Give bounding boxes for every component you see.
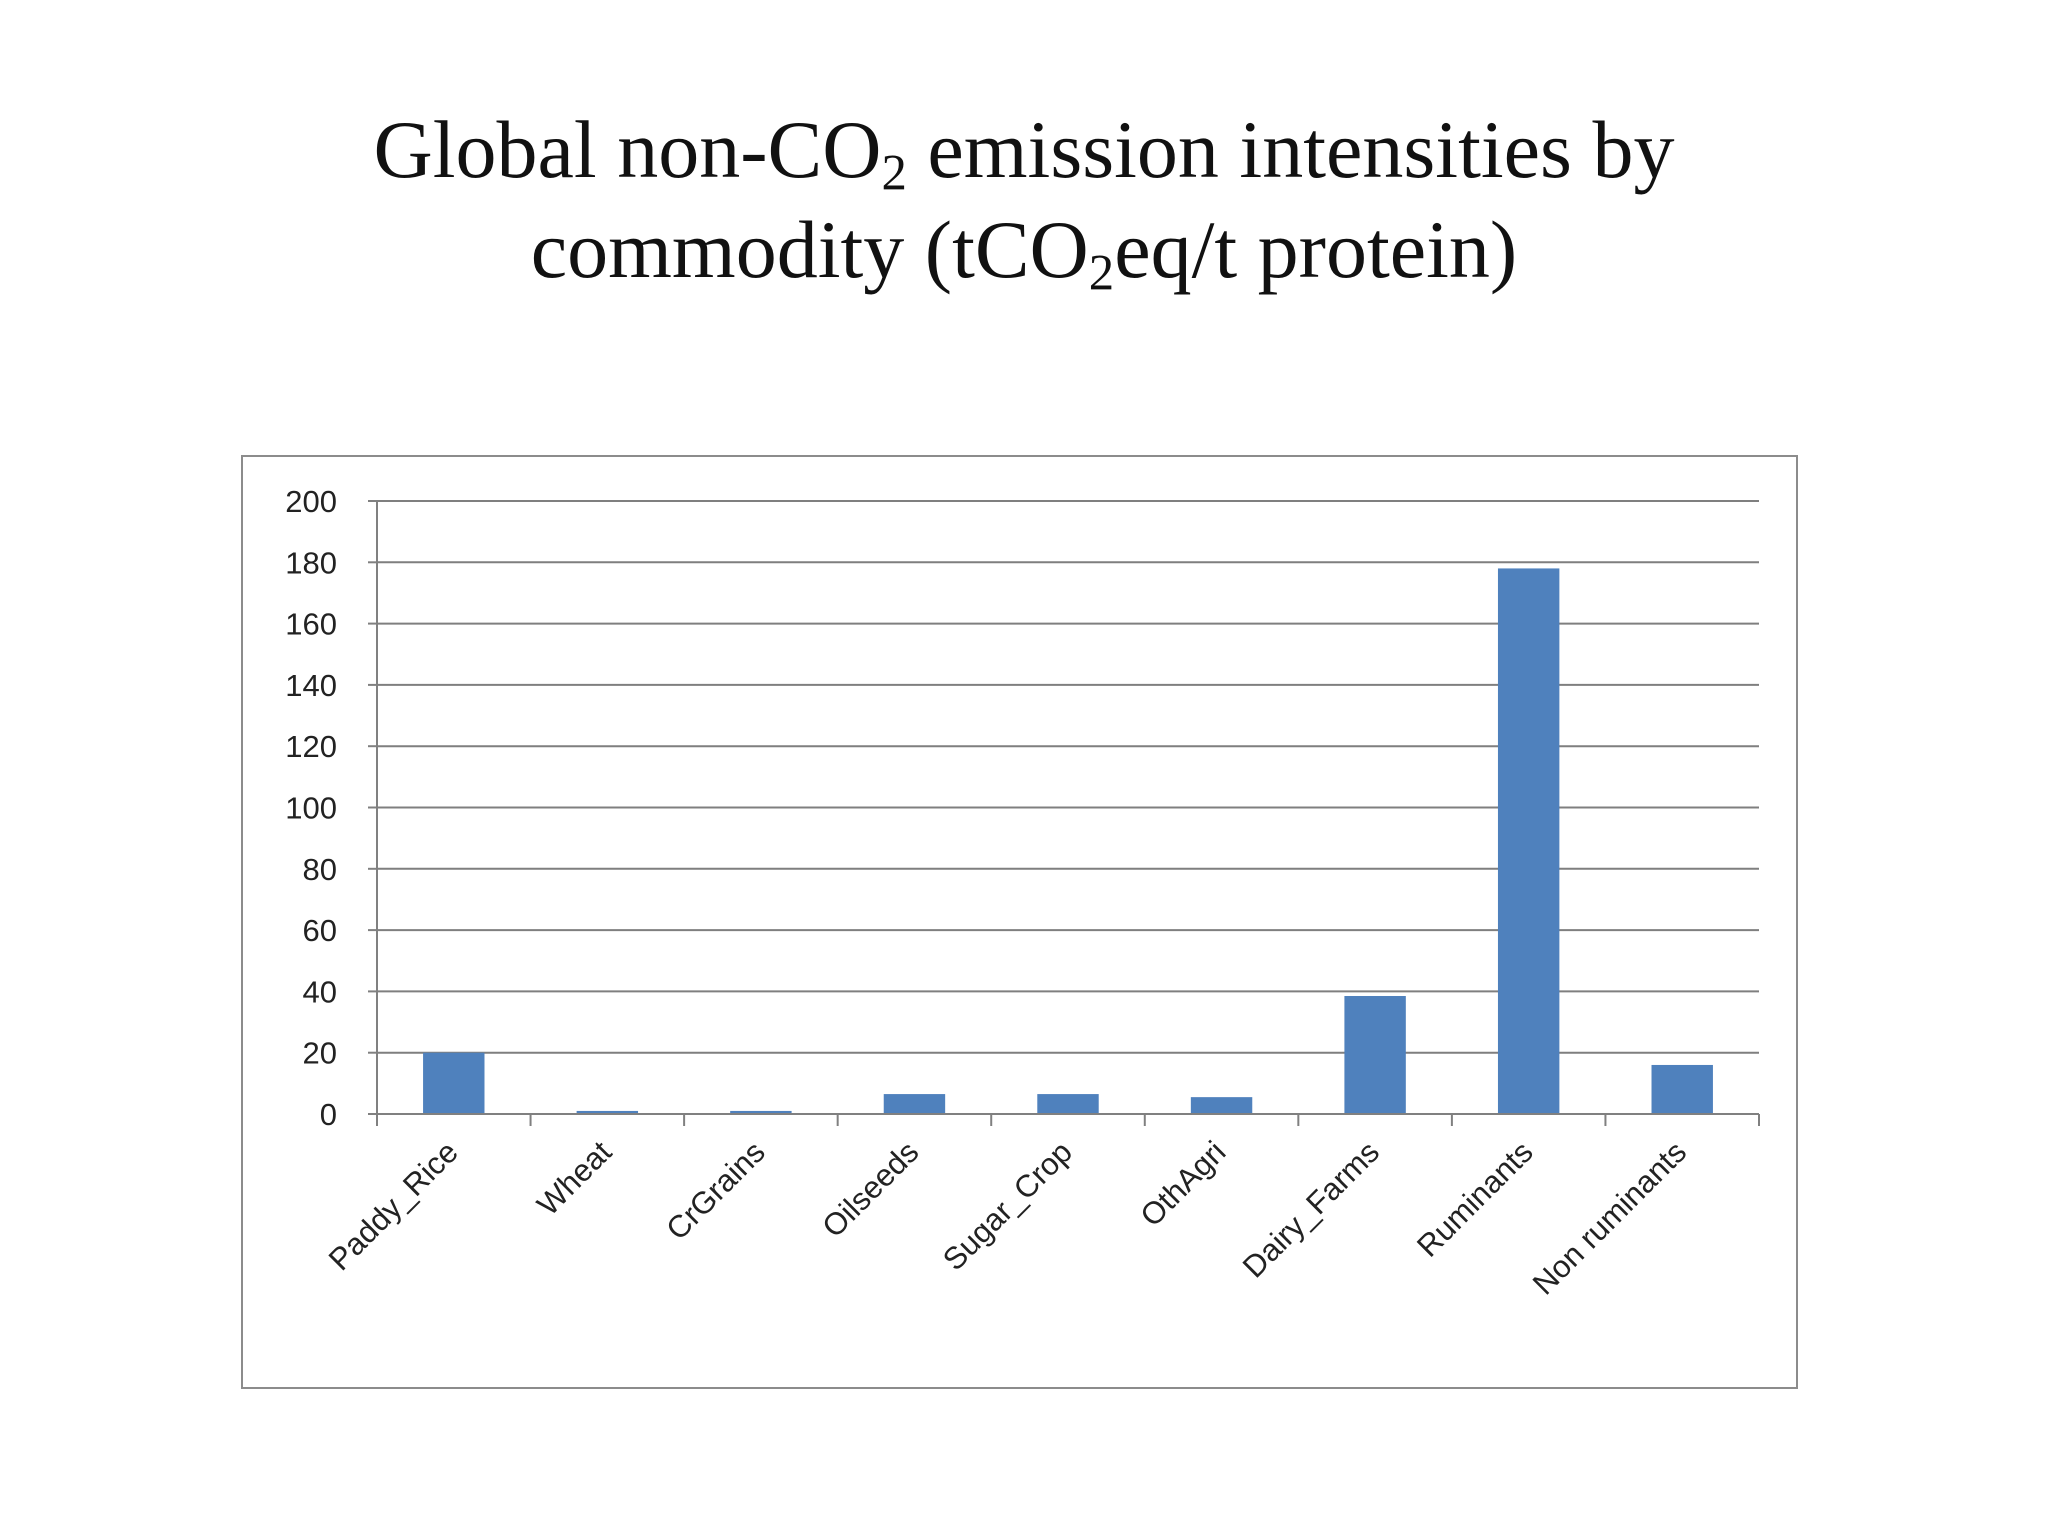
y-tick-label: 100 bbox=[285, 791, 337, 826]
category-label: Wheat bbox=[530, 1134, 618, 1222]
category-label: Sugar_Crop bbox=[936, 1134, 1079, 1277]
chart-frame: 0 20 40 60 80 100 120 140 160 180 200 Paddy_Rice Whe… bbox=[241, 455, 1798, 1389]
bar-chart: 0 20 40 60 80 100 120 140 160 180 200 Paddy_Rice Whe… bbox=[285, 484, 1760, 1301]
bar-wheat bbox=[576, 1110, 639, 1114]
y-tick-label: 60 bbox=[303, 913, 337, 948]
title-line-2-end: eq/t protein) bbox=[1114, 204, 1518, 295]
y-tick-label: 0 bbox=[320, 1097, 337, 1132]
y-tick-label: 80 bbox=[303, 852, 337, 887]
title-line-2-start: commodity (tCO bbox=[530, 204, 1089, 295]
y-tick-label: 40 bbox=[303, 974, 337, 1009]
bar-ruminants bbox=[1497, 568, 1560, 1114]
y-tick-label: 180 bbox=[285, 545, 337, 580]
category-label: Oilseeds bbox=[815, 1134, 925, 1244]
category-label: Ruminants bbox=[1410, 1134, 1540, 1264]
bar-othagri bbox=[1190, 1097, 1253, 1114]
category-label: CrGrains bbox=[659, 1134, 771, 1246]
title-line-1-end: emission intensities by bbox=[906, 104, 1675, 195]
title-line-2: commodity (tCO2eq/t protein) bbox=[0, 200, 2048, 300]
y-tick-label: 200 bbox=[285, 484, 337, 519]
y-tick-label: 160 bbox=[285, 607, 337, 642]
bar-crgrains bbox=[730, 1110, 792, 1114]
title-line-1-start: Global non-CO bbox=[373, 104, 882, 195]
category-label: OthAgri bbox=[1133, 1134, 1232, 1233]
y-tick-label: 120 bbox=[285, 729, 337, 764]
bar-non-ruminants bbox=[1651, 1064, 1713, 1114]
title-line-1-subscript: 2 bbox=[881, 144, 907, 201]
category-label: Dairy_Farms bbox=[1236, 1134, 1386, 1284]
y-tick-label: 140 bbox=[285, 668, 337, 703]
slide-title: Global non-CO2 emission intensities by c… bbox=[0, 100, 2048, 300]
y-tick-label: 20 bbox=[303, 1036, 337, 1071]
category-label: Paddy_Rice bbox=[322, 1134, 465, 1277]
bar-dairy-farms bbox=[1344, 995, 1406, 1114]
bar-sugar-crop bbox=[1037, 1094, 1099, 1114]
title-line-1: Global non-CO2 emission intensities by bbox=[0, 100, 2048, 200]
bar-oilseeds bbox=[883, 1094, 946, 1114]
category-label: Non ruminants bbox=[1526, 1134, 1693, 1301]
title-line-2-subscript: 2 bbox=[1088, 244, 1115, 301]
bar-paddy-rice bbox=[423, 1052, 485, 1114]
